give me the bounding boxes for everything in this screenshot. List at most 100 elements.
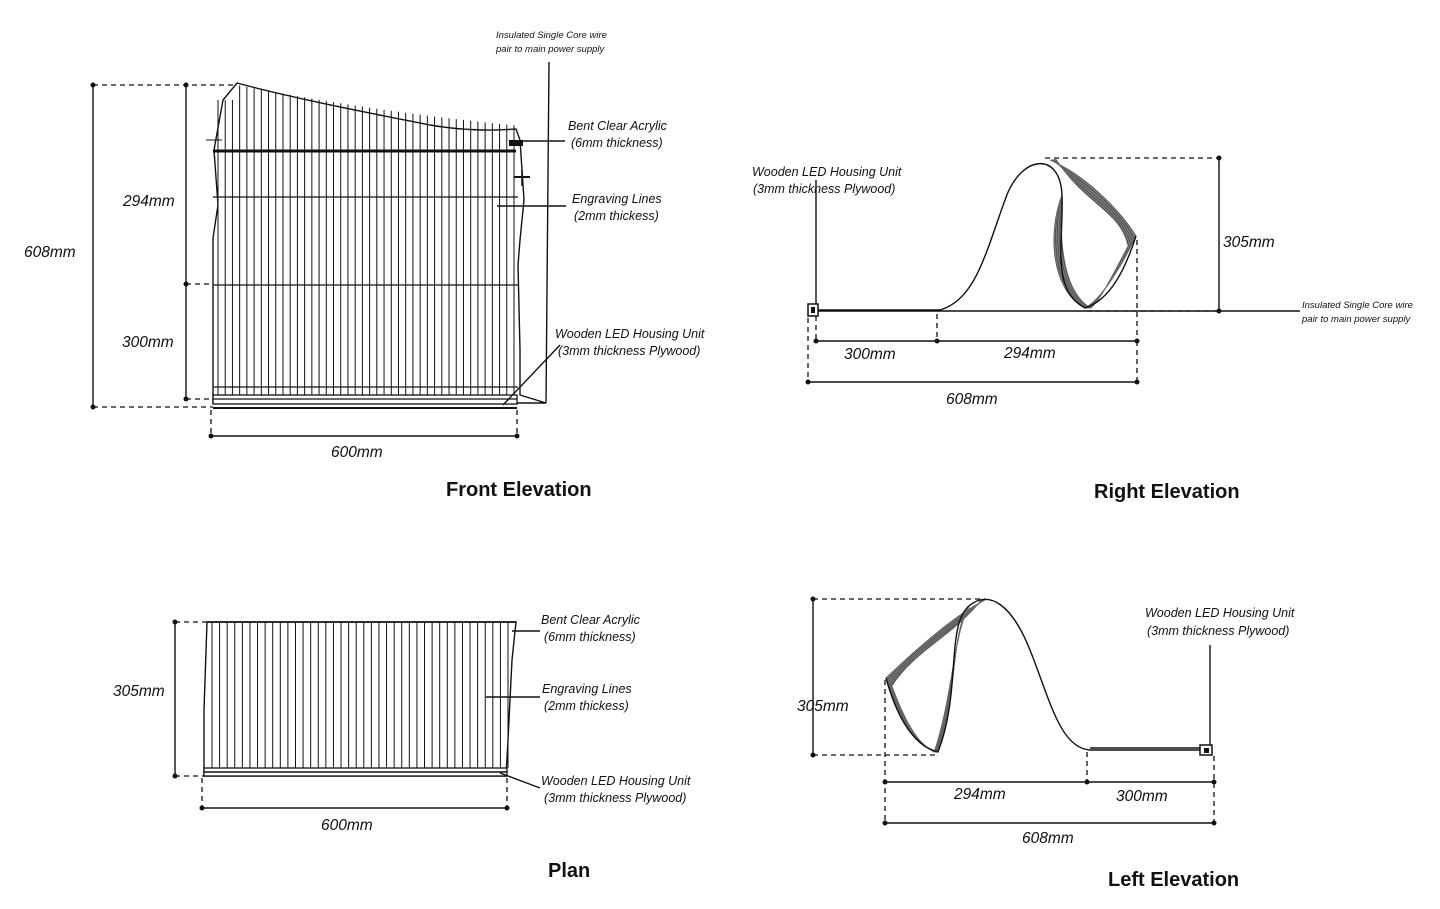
left-dim-305-label: 305mm: [797, 698, 849, 715]
dim-dot: [882, 779, 888, 785]
plan-housing-label: Wooden LED Housing Unit: [541, 774, 691, 788]
dim-dot: [1211, 820, 1217, 826]
dim-dot: [183, 82, 189, 88]
plan-acrylic-label: (6mm thickness): [544, 630, 636, 644]
ribbon-line: [1055, 159, 1129, 309]
plan-acrylic-label: Bent Clear Acrylic: [541, 613, 641, 627]
ribbon-line: [886, 599, 985, 753]
ribbon-line: [885, 599, 985, 753]
ribbon-line: [888, 599, 984, 753]
right-dim-294-label: 294mm: [1003, 345, 1056, 362]
ribbon-line: [891, 599, 982, 753]
dim-dot: [1211, 779, 1217, 785]
ribbon-line: [890, 599, 982, 753]
dim-dot: [1216, 155, 1222, 161]
plan-housing-leader: [499, 772, 541, 789]
dim-dot: [199, 805, 205, 811]
ribbon-line: [889, 599, 983, 753]
ribbon-line: [890, 599, 983, 753]
dim-dot: [90, 404, 96, 410]
ribbon-line: [888, 599, 984, 753]
dim-dot: [805, 379, 811, 385]
left-housing-inner: [1204, 748, 1209, 753]
left-dim-608-label: 608mm: [1022, 830, 1074, 847]
front-engraving-lines: [217, 85, 515, 395]
ribbon-line: [889, 599, 983, 753]
right-wire-label: pair to main power supply: [1301, 314, 1411, 325]
plan-outline: [203, 621, 517, 777]
ribbon-line: [886, 599, 985, 753]
dim-dot: [1084, 779, 1090, 785]
ribbon-line: [1049, 159, 1137, 309]
right-elevation-title: Right Elevation: [1094, 481, 1240, 503]
left-acrylic-edge: [885, 598, 1205, 753]
left-dim-294-label: 294mm: [953, 786, 1006, 803]
dim-dot: [810, 596, 816, 602]
right-housing-label: Wooden LED Housing Unit: [752, 165, 902, 179]
left-elevation-title: Left Elevation: [1108, 869, 1239, 891]
plan-housing-label: (3mm thickness Plywood): [544, 791, 686, 805]
left-elevation: 305mm 294mm 300mm 608mm Wooden LED Housi…: [797, 596, 1295, 891]
front-engraving-label: Engraving Lines: [572, 192, 662, 206]
front-acrylic-label: Bent Clear Acrylic: [568, 119, 668, 133]
ribbon-line: [888, 599, 984, 753]
plan-dim-305-label: 305mm: [113, 683, 165, 700]
dim-dot: [1134, 379, 1140, 385]
ribbon-line: [886, 599, 985, 753]
dim-dot: [810, 752, 816, 758]
left-dim-300-label: 300mm: [1116, 788, 1168, 805]
front-dim-600-label: 600mm: [331, 444, 383, 461]
dim-dot: [90, 82, 96, 88]
ribbon-line: [887, 599, 984, 753]
right-wire-label: Insulated Single Core wire: [1302, 300, 1413, 311]
front-dim-294-label: 294mm: [122, 193, 175, 210]
right-housing-inner: [811, 307, 815, 313]
front-engraving-label: (2mm thickess): [574, 209, 659, 223]
right-dim-608-label: 608mm: [946, 391, 998, 408]
dim-dot: [882, 820, 888, 826]
dim-dot: [183, 396, 189, 402]
front-housing-leader: [502, 344, 561, 406]
dim-dot: [172, 619, 178, 625]
dim-dot: [934, 338, 940, 344]
ribbon-line: [887, 599, 985, 753]
plan-dim-600-label: 600mm: [321, 817, 373, 834]
plan-engraving-label: Engraving Lines: [542, 682, 632, 696]
front-dim-608-label: 608mm: [24, 244, 76, 261]
plan-view: 305mm 600mm Bent Clear Acrylic (6mm thic…: [113, 613, 691, 882]
front-dim-300-label: 300mm: [122, 334, 174, 351]
dim-dot: [1216, 308, 1222, 314]
right-acrylic-edge: [812, 163, 1137, 311]
plan-engraving-lines: [211, 622, 509, 768]
plan-engraving-label: (2mm thickess): [544, 699, 629, 713]
right-acrylic-profile: [1049, 159, 1137, 309]
dim-dot: [172, 773, 178, 779]
left-housing-label: (3mm thickness Plywood): [1147, 624, 1289, 638]
front-elevation: 608mm 294mm 300mm 600mm Insulated Single…: [24, 30, 705, 501]
front-wire-connector: [509, 140, 523, 146]
front-wire-label: Insulated Single Core wire: [496, 30, 607, 41]
ribbon-line: [887, 599, 984, 753]
right-housing-label: (3mm thickness Plywood): [753, 182, 895, 196]
dim-dot: [813, 338, 819, 344]
ribbon-line: [889, 599, 983, 753]
left-housing-label: Wooden LED Housing Unit: [1145, 606, 1295, 620]
front-elevation-title: Front Elevation: [446, 479, 592, 501]
front-wire-label: pair to main power supply: [495, 44, 605, 55]
ribbon-line: [891, 599, 982, 753]
left-acrylic-profile: [885, 599, 986, 753]
front-acrylic-label: (6mm thickness): [571, 136, 663, 150]
right-elevation: 305mm 300mm 294mm 608mm Wooden LED Housi…: [752, 155, 1413, 503]
dim-dot: [183, 281, 189, 287]
ribbon-line: [891, 599, 982, 753]
dim-dot: [514, 433, 520, 439]
front-housing-label: Wooden LED Housing Unit: [555, 327, 705, 341]
plan-title: Plan: [548, 860, 590, 882]
right-dim-305-label: 305mm: [1223, 234, 1275, 251]
front-housing-label: (3mm thickness Plywood): [558, 344, 700, 358]
dim-dot: [208, 433, 214, 439]
right-dim-300-label: 300mm: [844, 346, 896, 363]
dim-dot: [504, 805, 510, 811]
ribbon-line: [887, 599, 985, 753]
